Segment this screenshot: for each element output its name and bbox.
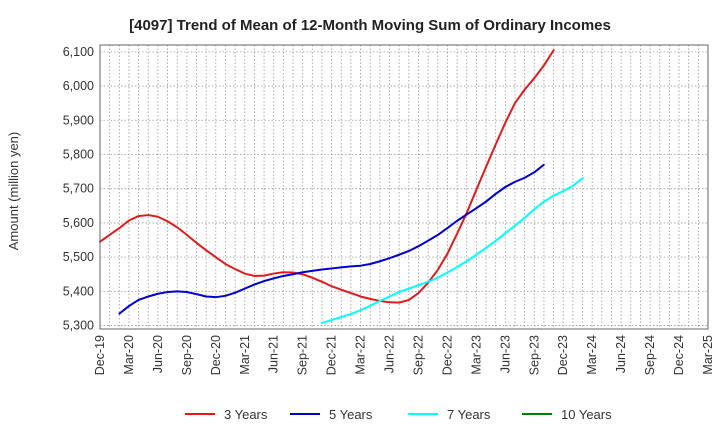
y-axis: 5,300 5,400 5,500 5,600 5,700 5,800 5,900 6,000… xyxy=(63,45,94,333)
y-tick-label: 5,900 xyxy=(63,113,94,127)
legend-label: 5 Years xyxy=(329,407,373,422)
legend-item-10-years: 10 Years xyxy=(522,407,612,422)
y-tick-label: 5,600 xyxy=(63,216,94,230)
x-tick-label: Mar-24 xyxy=(585,335,599,375)
x-tick-label: Mar-23 xyxy=(469,335,483,375)
x-tick-label: Dec-21 xyxy=(325,335,339,375)
x-tick-label: Jun-20 xyxy=(151,335,165,373)
y-tick-label: 5,700 xyxy=(63,182,94,196)
legend-item-7-years: 7 Years xyxy=(408,407,491,422)
legend-label: 3 Years xyxy=(224,407,268,422)
y-tick-label: 6,000 xyxy=(63,79,94,93)
x-axis: Dec-19 Mar-20 Jun-20 Sep-20 Dec-20 Mar-21 Jun-… xyxy=(93,335,715,375)
x-tick-label: Sep-23 xyxy=(527,335,541,375)
x-tick-label: Jun-23 xyxy=(498,335,512,373)
y-tick-label: 6,100 xyxy=(63,45,94,59)
x-tick-label: Sep-24 xyxy=(643,335,657,375)
x-tick-label: Dec-22 xyxy=(440,335,454,375)
y-tick-label: 5,300 xyxy=(63,319,94,333)
grid xyxy=(100,45,708,329)
x-tick-label: Sep-20 xyxy=(180,335,194,375)
x-tick-label: Mar-25 xyxy=(701,335,715,375)
x-tick-label: Jun-21 xyxy=(267,335,281,373)
x-tick-label: Mar-20 xyxy=(122,335,136,375)
x-tick-label: Dec-20 xyxy=(209,335,223,375)
plot-area-frame xyxy=(99,44,709,330)
legend-label: 7 Years xyxy=(447,407,491,422)
chart-title: [4097] Trend of Mean of 12-Month Moving … xyxy=(129,17,611,34)
x-tick-label: Sep-21 xyxy=(296,335,310,375)
series-line-3-years xyxy=(99,49,555,304)
legend: 3 Years 5 Years 7 Years 10 Years xyxy=(185,407,612,422)
x-tick-label: Dec-23 xyxy=(556,335,570,375)
y-tick-label: 5,800 xyxy=(63,147,94,161)
x-tick-label: Mar-22 xyxy=(354,335,368,375)
series-line-7-years xyxy=(321,177,584,324)
y-tick-label: 5,500 xyxy=(63,250,94,264)
x-tick-label: Dec-19 xyxy=(93,335,107,375)
x-tick-label: Sep-22 xyxy=(411,335,425,375)
x-tick-label: Dec-24 xyxy=(672,335,686,375)
x-tick-label: Jun-24 xyxy=(614,335,628,373)
x-tick-label: Mar-21 xyxy=(238,335,252,375)
legend-label: 10 Years xyxy=(561,407,612,422)
x-tick-label: Jun-22 xyxy=(383,335,397,373)
series-line-5-years xyxy=(118,163,545,315)
y-axis-label: Amount (million yen) xyxy=(6,132,21,251)
legend-item-3-years: 3 Years xyxy=(185,407,268,422)
legend-item-5-years: 5 Years xyxy=(290,407,373,422)
y-tick-label: 5,400 xyxy=(63,284,94,298)
series-lines xyxy=(99,49,584,324)
